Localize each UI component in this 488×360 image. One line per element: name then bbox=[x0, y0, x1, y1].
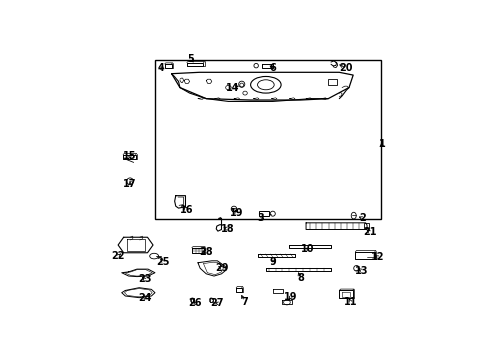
Text: 28: 28 bbox=[199, 247, 212, 257]
Text: 2: 2 bbox=[359, 213, 366, 224]
Text: 26: 26 bbox=[188, 298, 202, 308]
Text: 15: 15 bbox=[123, 151, 137, 161]
Text: 16: 16 bbox=[180, 205, 193, 215]
Text: 1: 1 bbox=[378, 139, 385, 149]
Text: 19: 19 bbox=[284, 292, 297, 302]
Text: 7: 7 bbox=[241, 297, 247, 307]
Text: 18: 18 bbox=[221, 224, 234, 234]
Text: 17: 17 bbox=[123, 179, 137, 189]
Text: 29: 29 bbox=[215, 263, 228, 273]
Bar bbox=[364, 223, 368, 228]
Text: 20: 20 bbox=[339, 63, 352, 73]
Text: 6: 6 bbox=[269, 63, 276, 73]
Text: 13: 13 bbox=[354, 266, 367, 275]
Text: 10: 10 bbox=[300, 244, 314, 254]
Text: 11: 11 bbox=[343, 297, 356, 307]
Text: 5: 5 bbox=[187, 54, 194, 64]
Bar bbox=[155, 60, 380, 219]
Text: 4: 4 bbox=[157, 63, 163, 73]
Text: 21: 21 bbox=[362, 227, 376, 237]
Text: 9: 9 bbox=[269, 257, 276, 267]
Text: 14: 14 bbox=[225, 82, 239, 93]
Text: 23: 23 bbox=[138, 274, 151, 284]
Text: 25: 25 bbox=[156, 257, 170, 267]
Text: 12: 12 bbox=[370, 252, 384, 262]
Text: 27: 27 bbox=[210, 298, 224, 308]
Text: 8: 8 bbox=[297, 273, 304, 283]
Text: 22: 22 bbox=[111, 251, 124, 261]
Bar bbox=[259, 211, 269, 216]
Text: 24: 24 bbox=[138, 293, 151, 303]
Bar bbox=[327, 79, 336, 85]
Text: 3: 3 bbox=[256, 213, 263, 224]
Text: 19: 19 bbox=[229, 208, 243, 218]
